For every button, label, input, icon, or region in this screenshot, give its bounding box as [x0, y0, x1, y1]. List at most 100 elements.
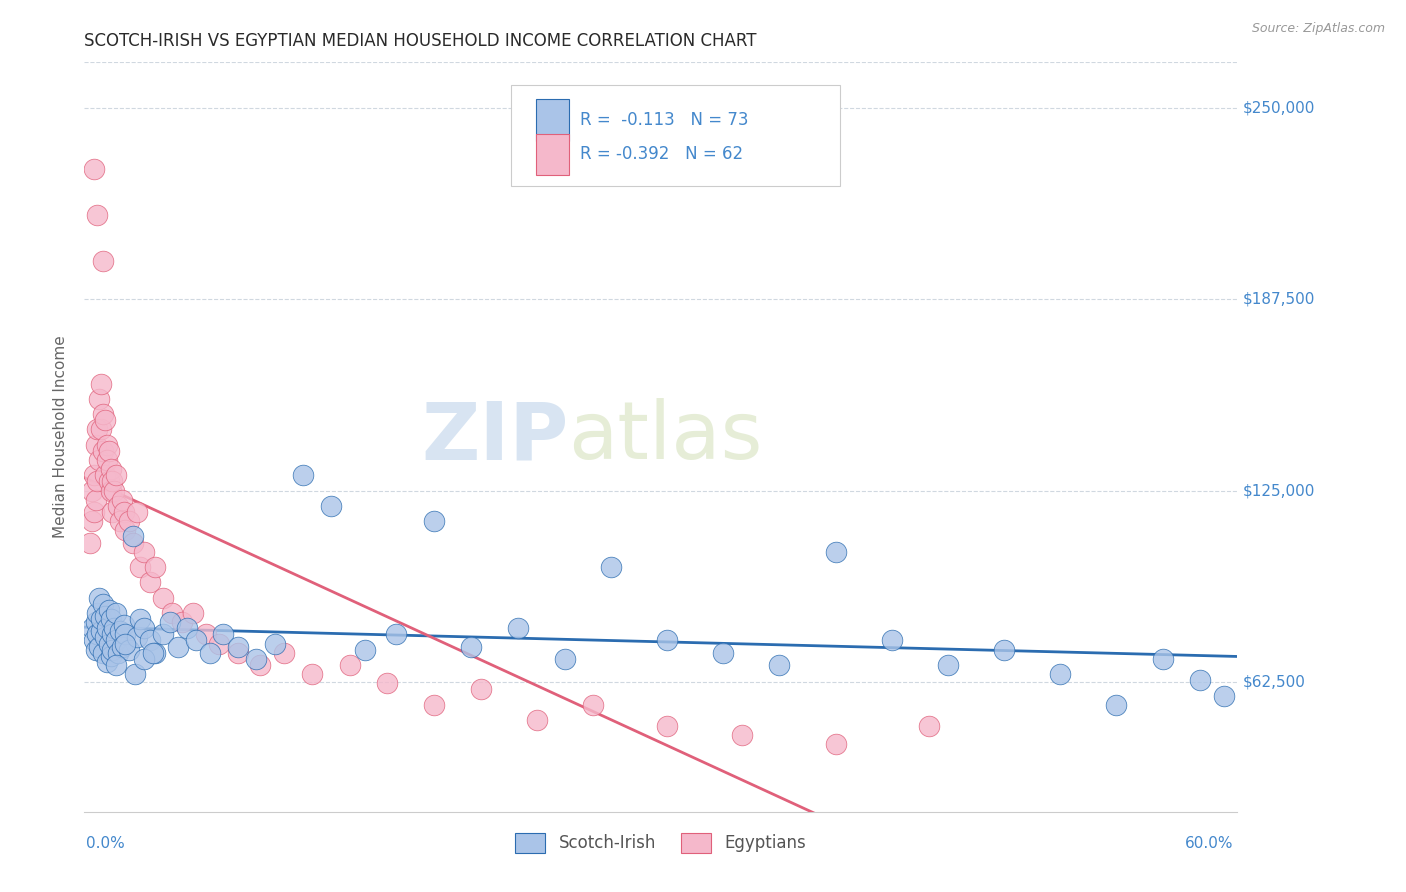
Point [103, 621, 125, 635]
Point [97, 475, 120, 489]
Point [83, 468, 105, 483]
Point [94, 413, 117, 427]
Point [657, 633, 679, 648]
Point [768, 657, 790, 672]
Point [125, 505, 148, 519]
Text: R =  -0.113   N = 73: R = -0.113 N = 73 [581, 111, 748, 129]
Point [105, 468, 128, 483]
Point [460, 640, 482, 654]
Point [339, 657, 361, 672]
Point [86, 422, 108, 436]
Point [526, 713, 548, 727]
Point [101, 642, 124, 657]
Point [97, 443, 120, 458]
Text: atlas: atlas [568, 398, 763, 476]
Point [101, 475, 124, 489]
Point [86, 627, 108, 641]
Point [186, 633, 208, 648]
Point [84, 642, 107, 657]
Point [86, 475, 108, 489]
Text: R = -0.392   N = 62: R = -0.392 N = 62 [581, 145, 744, 163]
Point [83, 505, 105, 519]
Point [108, 624, 131, 639]
Point [731, 728, 754, 742]
Point [152, 591, 174, 605]
Point [124, 667, 146, 681]
Text: $62,500: $62,500 [1243, 674, 1306, 690]
Point [301, 667, 323, 681]
Point [101, 505, 124, 519]
Point [159, 615, 181, 629]
Point [139, 575, 162, 590]
Point [353, 642, 375, 657]
Point [80, 621, 103, 635]
Point [103, 483, 125, 498]
Point [100, 483, 122, 498]
Point [181, 606, 204, 620]
Point [1105, 698, 1128, 712]
Point [91, 646, 114, 660]
Point [1152, 652, 1174, 666]
Point [107, 499, 129, 513]
Point [107, 646, 129, 660]
Point [90, 612, 112, 626]
Point [554, 652, 576, 666]
Point [80, 514, 103, 528]
Point [1188, 673, 1211, 688]
Point [111, 492, 134, 507]
Point [1213, 689, 1236, 703]
Point [208, 636, 231, 650]
Point [291, 468, 314, 483]
Point [96, 453, 118, 467]
Point [118, 514, 141, 528]
Point [90, 624, 112, 639]
Point [96, 621, 118, 635]
Point [506, 621, 529, 635]
Point [226, 640, 249, 654]
Point [100, 648, 122, 663]
Point [129, 560, 152, 574]
Text: SCOTCH-IRISH VS EGYPTIAN MEDIAN HOUSEHOLD INCOME CORRELATION CHART: SCOTCH-IRISH VS EGYPTIAN MEDIAN HOUSEHOL… [84, 32, 756, 50]
Point [145, 560, 167, 574]
Point [166, 640, 188, 654]
Point [105, 657, 128, 672]
Point [89, 591, 111, 605]
Point [86, 606, 108, 620]
Point [245, 652, 267, 666]
Point [918, 719, 941, 733]
Point [936, 657, 959, 672]
Text: $187,500: $187,500 [1243, 292, 1316, 307]
Point [152, 627, 174, 641]
Point [122, 535, 145, 549]
Point [423, 698, 446, 712]
Point [101, 627, 124, 641]
Point [91, 407, 114, 421]
Point [600, 560, 623, 574]
Point [385, 627, 408, 641]
Point [91, 443, 114, 458]
Point [824, 738, 846, 752]
Point [194, 627, 217, 641]
Point [134, 545, 156, 559]
Point [112, 505, 135, 519]
Point [91, 254, 114, 268]
Point [108, 514, 131, 528]
Point [86, 208, 108, 222]
Point [83, 162, 105, 177]
Point [226, 646, 249, 660]
Point [142, 646, 165, 660]
Point [91, 597, 114, 611]
Point [105, 606, 128, 620]
Point [105, 633, 128, 648]
Point [993, 642, 1015, 657]
Point [581, 698, 603, 712]
Point [657, 719, 679, 733]
Point [89, 392, 111, 406]
Point [111, 640, 134, 654]
Point [211, 627, 233, 641]
Point [96, 655, 118, 669]
Point [134, 652, 156, 666]
FancyBboxPatch shape [510, 85, 839, 186]
Text: ZIP: ZIP [422, 398, 568, 476]
Point [83, 633, 105, 648]
